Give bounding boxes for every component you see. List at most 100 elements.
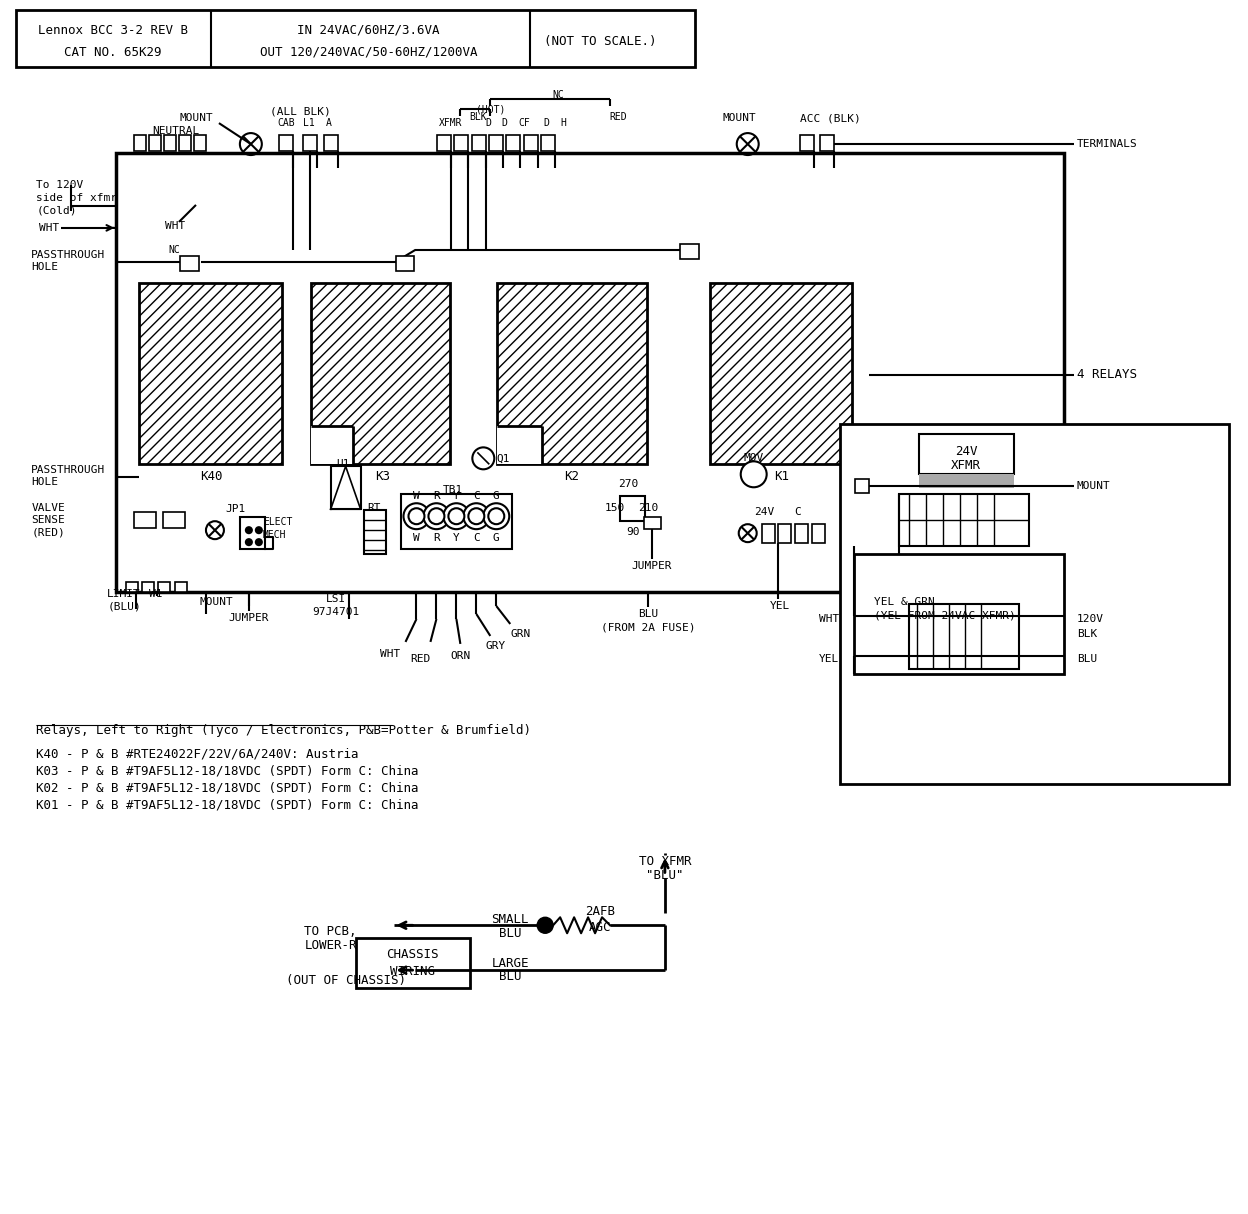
Text: WHT: WHT xyxy=(40,223,60,233)
Bar xyxy=(507,135,520,151)
Circle shape xyxy=(408,509,424,524)
Bar xyxy=(497,283,646,464)
Text: HOLE: HOLE xyxy=(31,262,59,272)
Text: C: C xyxy=(473,492,479,501)
Text: side of xfmr: side of xfmr xyxy=(36,193,117,203)
Bar xyxy=(193,135,206,151)
Text: WHT: WHT xyxy=(165,221,185,231)
Bar xyxy=(524,135,538,151)
Bar xyxy=(680,244,699,259)
Bar xyxy=(158,582,170,592)
Text: RED: RED xyxy=(609,112,626,123)
Text: K02 - P & B #T9AF5L12-18/18VDC (SPDT) Form C: China: K02 - P & B #T9AF5L12-18/18VDC (SPDT) Fo… xyxy=(36,782,419,795)
Bar xyxy=(840,425,1228,783)
Text: 4 RELAYS: 4 RELAYS xyxy=(1077,368,1137,381)
Bar xyxy=(311,283,451,464)
Bar xyxy=(126,582,139,592)
Circle shape xyxy=(741,461,766,487)
Text: K1: K1 xyxy=(774,470,789,483)
Text: YEL: YEL xyxy=(770,601,790,611)
Text: W1: W1 xyxy=(150,589,162,599)
Text: NEUTRAL: NEUTRAL xyxy=(152,126,200,136)
Text: Y: Y xyxy=(453,492,459,501)
Text: U1: U1 xyxy=(336,459,349,470)
Circle shape xyxy=(403,504,429,529)
Text: (OUT OF CHASSIS): (OUT OF CHASSIS) xyxy=(286,974,406,987)
Bar xyxy=(910,605,1020,669)
Bar xyxy=(438,135,452,151)
Circle shape xyxy=(246,527,252,533)
Text: JUMPER: JUMPER xyxy=(631,561,673,571)
Text: VALVE: VALVE xyxy=(31,504,65,514)
Text: MOUNT: MOUNT xyxy=(723,113,756,123)
Text: BLU: BLU xyxy=(499,926,522,940)
Text: BLK: BLK xyxy=(1077,629,1097,639)
Bar xyxy=(149,135,161,151)
Text: AGC: AGC xyxy=(589,920,612,934)
Text: C: C xyxy=(473,533,479,543)
Bar xyxy=(396,256,414,271)
Bar xyxy=(331,466,361,509)
Text: Lennox BCC 3-2 REV B: Lennox BCC 3-2 REV B xyxy=(39,24,188,36)
Text: XFMR: XFMR xyxy=(438,118,462,129)
Text: PASSTHROUGH: PASSTHROUGH xyxy=(31,465,106,476)
Bar xyxy=(778,524,791,543)
Text: (FROM 2A FUSE): (FROM 2A FUSE) xyxy=(600,623,695,632)
Bar xyxy=(180,256,198,271)
Text: D: D xyxy=(543,118,549,129)
Text: (YEL FROM 24VAC XFMR): (YEL FROM 24VAC XFMR) xyxy=(875,611,1016,622)
Text: BLU: BLU xyxy=(499,970,522,982)
Text: WHT: WHT xyxy=(819,614,840,624)
Circle shape xyxy=(448,509,464,524)
Circle shape xyxy=(463,504,489,529)
Bar xyxy=(401,494,512,549)
Bar xyxy=(142,582,154,592)
Text: A: A xyxy=(326,118,332,129)
Bar xyxy=(134,512,156,528)
Bar xyxy=(811,524,825,543)
Bar xyxy=(175,582,187,592)
Text: K03 - P & B #T9AF5L12-18/18VDC (SPDT) Form C: China: K03 - P & B #T9AF5L12-18/18VDC (SPDT) Fo… xyxy=(36,765,419,778)
Bar xyxy=(454,135,468,151)
Text: TERMINALS: TERMINALS xyxy=(1077,140,1138,149)
Text: CHASSIS: CHASSIS xyxy=(386,948,439,960)
Circle shape xyxy=(468,509,484,524)
Text: CAB: CAB xyxy=(277,118,295,129)
Bar xyxy=(116,153,1065,592)
Bar xyxy=(644,517,661,529)
Circle shape xyxy=(483,504,509,529)
Text: JP1: JP1 xyxy=(226,504,246,515)
Text: R: R xyxy=(433,492,439,501)
Bar xyxy=(311,426,353,464)
Text: TO PCB,: TO PCB, xyxy=(305,925,357,937)
Text: GRY: GRY xyxy=(485,641,505,651)
Bar xyxy=(920,475,1015,488)
Bar xyxy=(134,135,146,151)
Text: H: H xyxy=(560,118,567,129)
Text: (RED): (RED) xyxy=(31,527,65,537)
Bar xyxy=(472,135,487,151)
Text: 210: 210 xyxy=(638,504,658,514)
Text: 24V: 24V xyxy=(755,507,775,517)
Bar xyxy=(820,135,834,151)
Text: C: C xyxy=(794,507,801,517)
Bar xyxy=(303,135,317,151)
Circle shape xyxy=(256,539,262,545)
Text: 24V: 24V xyxy=(955,444,977,458)
Bar xyxy=(178,135,191,151)
Text: MECH: MECH xyxy=(263,531,286,540)
Circle shape xyxy=(472,448,494,470)
Text: RED: RED xyxy=(411,654,431,664)
Text: Q1: Q1 xyxy=(497,453,509,464)
Bar xyxy=(278,135,293,151)
Bar xyxy=(761,524,775,543)
Text: TB1: TB1 xyxy=(443,486,463,495)
Bar xyxy=(855,480,870,493)
Circle shape xyxy=(537,918,553,934)
Text: LARGE: LARGE xyxy=(492,957,529,970)
Circle shape xyxy=(741,461,766,487)
Bar xyxy=(800,135,814,151)
Bar xyxy=(489,135,503,151)
Bar xyxy=(795,524,807,543)
Text: WHT: WHT xyxy=(381,649,401,659)
